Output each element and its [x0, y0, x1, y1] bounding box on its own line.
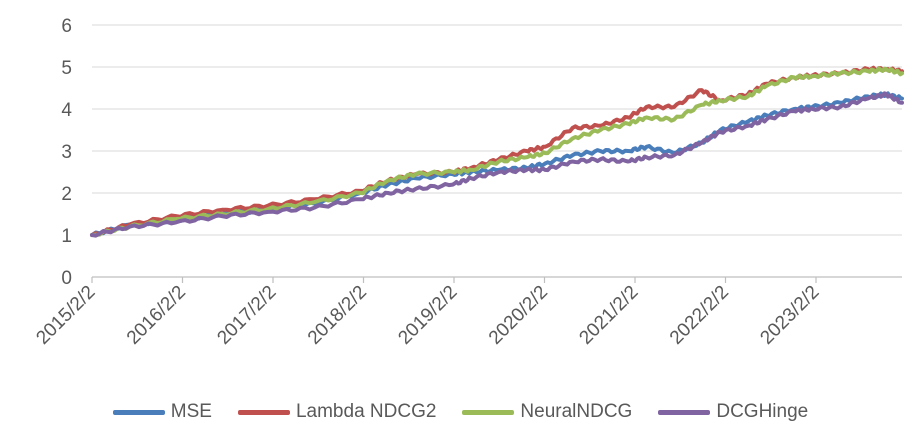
- y-tick-label: 0: [61, 268, 72, 289]
- y-tick-label: 4: [61, 100, 72, 121]
- x-tick-label: 2022/2/2: [666, 282, 733, 349]
- y-tick-label: 2: [61, 184, 72, 205]
- gridlines: [92, 24, 902, 236]
- legend-swatch-lambda-ndcg2: [237, 409, 290, 415]
- x-tick-label: 2017/2/2: [213, 282, 280, 349]
- legend-swatch-dcghinge: [658, 409, 711, 415]
- x-tick-label: 2023/2/2: [756, 282, 823, 349]
- legend-swatch-mse: [112, 409, 165, 415]
- series-lines: [90, 65, 904, 238]
- legend-label-mse: MSE: [170, 401, 212, 422]
- line-chart: 0 1 2 3 4 5 6 2015/2/2 2016/2/2 2017/2/2 2018/2/2…: [32, 16, 904, 349]
- y-tick-label: 5: [61, 58, 72, 79]
- legend-label-lambda-ndcg2: Lambda NDCG2: [295, 401, 437, 422]
- x-tick-label: 2021/2/2: [575, 282, 642, 349]
- legend-swatch-neuralndcg: [462, 409, 515, 415]
- series-line-neuralndcg: [90, 66, 904, 237]
- x-tick-label: 2019/2/2: [394, 282, 461, 349]
- legend-item-mse: MSE: [112, 401, 212, 423]
- legend: MSE Lambda NDCG2 NeuralNDCG DCGHinge: [0, 398, 921, 426]
- legend-label-dcghinge: DCGHinge: [716, 401, 809, 422]
- legend-item-neuralndcg: NeuralNDCG: [462, 401, 632, 423]
- x-axis: 2015/2/2 2016/2/2 2017/2/2 2018/2/2 2019/2/2…: [32, 276, 902, 349]
- legend-item-lambda-ndcg2: Lambda NDCG2: [237, 401, 437, 423]
- x-tick-label: 2020/2/2: [485, 282, 552, 349]
- legend-item-dcghinge: DCGHinge: [658, 401, 808, 423]
- y-tick-label: 1: [61, 226, 72, 247]
- y-axis-tick-labels: 0 1 2 3 4 5 6: [61, 16, 72, 289]
- y-tick-label: 3: [61, 142, 72, 163]
- series-line-dcghinge: [90, 91, 904, 238]
- x-tick-label: 2015/2/2: [32, 282, 99, 349]
- x-tick-label: 2016/2/2: [123, 282, 190, 349]
- x-tick-label: 2018/2/2: [304, 282, 371, 349]
- legend-label-neuralndcg: NeuralNDCG: [520, 401, 633, 422]
- y-tick-label: 6: [61, 16, 72, 37]
